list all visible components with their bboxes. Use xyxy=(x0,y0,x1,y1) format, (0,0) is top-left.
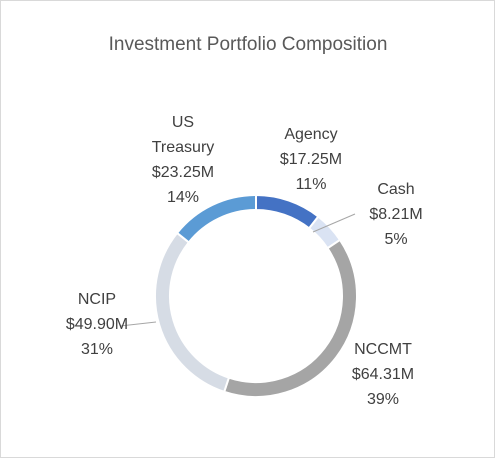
label-name: NCCMT xyxy=(354,341,412,358)
label-name: Agency xyxy=(284,126,338,143)
label-value: $17.25M xyxy=(279,151,343,168)
label-percent: 39% xyxy=(366,391,400,408)
label-percent: 5% xyxy=(384,231,408,248)
data-label: US Treasury $23.25M 14% xyxy=(138,110,228,210)
label-value: $8.21M xyxy=(369,206,423,223)
data-label: NCCMT $64.31M 39% xyxy=(338,337,428,412)
label-value: $64.31M xyxy=(351,366,415,383)
label-value: $49.90M xyxy=(65,316,129,333)
data-label: Cash $8.21M 5% xyxy=(351,177,441,252)
chart-title: Investment Portfolio Composition xyxy=(109,34,388,55)
leader-line xyxy=(119,321,157,327)
label-percent: 14% xyxy=(166,189,200,206)
label-name: Cash xyxy=(377,181,415,198)
label-percent: 11% xyxy=(295,176,327,193)
label-name: US Treasury xyxy=(151,114,215,156)
label-value: $23.25M xyxy=(151,164,215,181)
donut-slice xyxy=(175,193,257,244)
leader-line xyxy=(312,213,356,233)
data-label: NCIP $49.90M 31% xyxy=(52,287,142,362)
label-name: NCIP xyxy=(77,291,117,308)
label-percent: 31% xyxy=(80,341,114,358)
data-label: Agency $17.25M 11% xyxy=(266,122,356,197)
